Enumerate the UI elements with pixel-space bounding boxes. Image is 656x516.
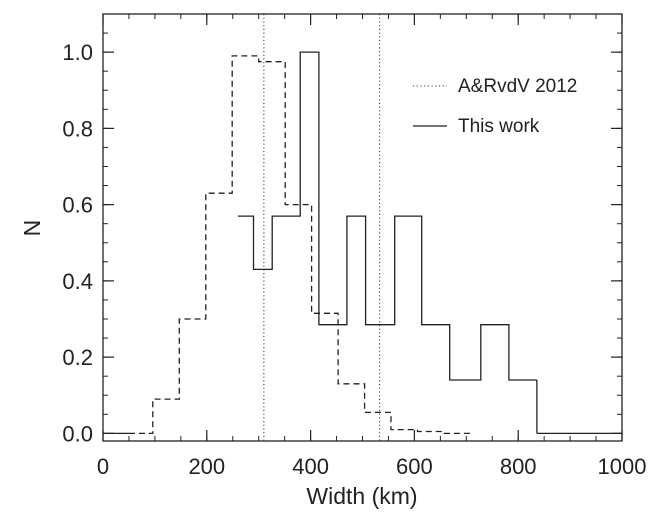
y-tick-label: 0.0 bbox=[62, 421, 93, 446]
x-tick-label: 800 bbox=[500, 454, 537, 479]
y-axis-label: N bbox=[19, 220, 45, 237]
y-tick-label: 0.2 bbox=[62, 345, 93, 370]
x-tick-label: 400 bbox=[292, 454, 329, 479]
solid-histogram-series bbox=[237, 51, 537, 381]
x-tick-label: 0 bbox=[97, 454, 109, 479]
legend-label-dotted: A&RvdV 2012 bbox=[458, 76, 577, 97]
x-tick-label: 600 bbox=[396, 454, 433, 479]
y-tick-label: 0.8 bbox=[62, 116, 93, 141]
dashed-histogram-series bbox=[128, 55, 471, 435]
y-tick-label: 0.4 bbox=[62, 269, 93, 294]
series-layer bbox=[103, 51, 622, 435]
vertical-reference-lines bbox=[263, 14, 381, 441]
x-tick-labels: 0 200 400 600 800 1000 bbox=[97, 454, 647, 479]
x-tick-label: 1000 bbox=[598, 454, 647, 479]
x-axis-label: Width (km) bbox=[306, 483, 417, 509]
y-tick-label: 1.0 bbox=[62, 40, 93, 65]
x-tick-label: 200 bbox=[188, 454, 225, 479]
legend: A&RvdV 2012 This work bbox=[413, 76, 577, 137]
legend-label-solid: This work bbox=[458, 116, 540, 137]
y-tick-labels: 0.0 0.2 0.4 0.6 0.8 1.0 bbox=[62, 40, 93, 446]
y-tick-label: 0.6 bbox=[62, 193, 93, 218]
